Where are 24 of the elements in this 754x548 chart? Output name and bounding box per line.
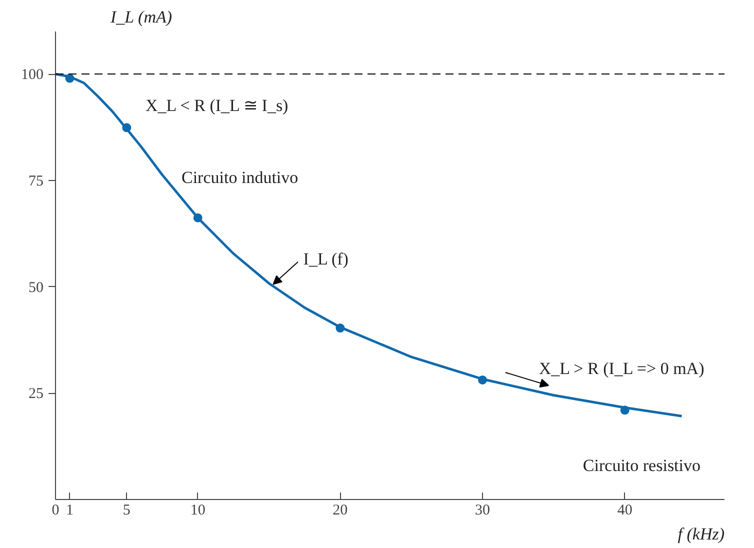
x-tick-label: 5 [122,502,130,518]
x-tick-label: 10 [190,502,206,518]
annotation: Circuito indutivo [182,168,298,187]
y-tick-label: 75 [28,173,44,190]
y-tick-label: 25 [28,386,44,402]
point [193,213,202,222]
x-tick-label: 40 [617,502,632,518]
y-tick-label: 100 [21,67,44,84]
x-tick-label: 1 [66,502,74,518]
x-tick-label: 20 [332,502,348,518]
annotation: Circuito resistivo [582,456,701,475]
point [122,123,132,132]
y-tick-label: 50 [28,280,44,296]
annotation: I_L (f) [303,250,348,269]
annotation: X_L > R (I_L => 0 mA) [538,359,704,378]
point [620,406,630,415]
y-axis-title: I_L (mA) [110,8,172,26]
point [478,375,488,384]
annotation: X_L < R (I_L ≅ I_s) [146,96,288,115]
x-axis-title: f (kHz) [678,524,725,544]
point [65,74,74,83]
x-tick-label: 0 [52,502,60,518]
x-tick-label: 30 [475,502,490,518]
point [336,324,345,333]
